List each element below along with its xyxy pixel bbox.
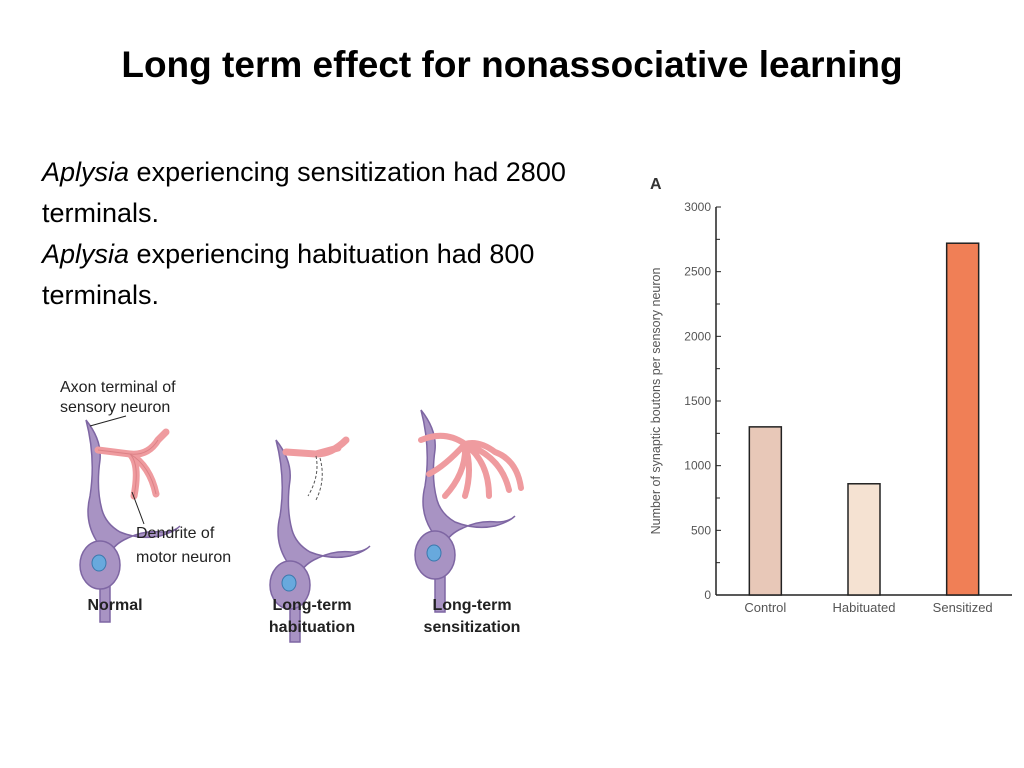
slide-body: Aplysia experiencing sensitization had 2…	[42, 152, 622, 316]
bar-sensitized	[945, 242, 980, 596]
species-name: Aplysia	[42, 157, 130, 187]
neuron-sensitization	[414, 409, 524, 613]
axon-label-line-2: sensory neuron	[60, 399, 170, 416]
y-tick-label: 1000	[684, 459, 711, 473]
body-line-habituation: Aplysia experiencing habituation had 800…	[42, 239, 535, 310]
body-line-sensitization: Aplysia experiencing sensitization had 2…	[42, 157, 566, 228]
bouton-bar-chart: A 0 500 1000 1500 2000 2500 3000 Control Habitua…	[649, 176, 1012, 615]
caption-sensitization-line-1: Long-term	[432, 597, 511, 614]
x-tick-label: Control	[744, 600, 786, 615]
neuron-habituation	[269, 436, 371, 643]
bar-control	[748, 426, 783, 596]
dendrite-label-line-2: motor neuron	[136, 549, 231, 566]
x-tick-label: Habituated	[833, 600, 896, 615]
y-tick-label: 2000	[684, 329, 711, 343]
y-tick-label: 3000	[684, 200, 711, 214]
axon-label-line-1: Axon terminal of	[60, 379, 176, 396]
neuron-diagram: Axon terminal of sensory neuron Dendrite…	[60, 379, 524, 643]
bar-habituated	[847, 483, 881, 596]
y-tick-label: 0	[704, 588, 711, 602]
panel-label: A	[650, 176, 662, 193]
caption-habituation-line-2: habituation	[269, 619, 355, 636]
y-axis-label: Number of synaptic boutons per sensory n…	[649, 268, 663, 535]
slide-title: Long term effect for nonassociative lear…	[121, 44, 903, 85]
y-tick-label: 2500	[684, 265, 711, 279]
caption-sensitization-line-2: sensitization	[424, 619, 521, 636]
y-tick-label: 1500	[684, 394, 711, 408]
x-tick-label: Sensitized	[933, 600, 993, 615]
y-tick-label: 500	[691, 523, 711, 537]
caption-habituation-line-1: Long-term	[272, 597, 351, 614]
dendrite-label-line-1: Dendrite of	[136, 525, 215, 542]
caption-normal: Normal	[87, 597, 142, 614]
species-name: Aplysia	[42, 239, 130, 269]
neuron-normal	[79, 415, 181, 623]
